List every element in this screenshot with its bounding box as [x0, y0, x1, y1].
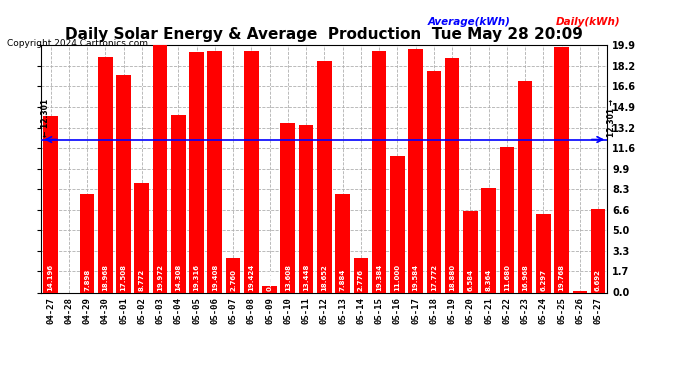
Bar — [116, 75, 131, 292]
Bar — [335, 195, 350, 292]
Text: 13.608: 13.608 — [285, 264, 290, 291]
Text: 18.880: 18.880 — [449, 264, 455, 291]
Text: 7.884: 7.884 — [339, 269, 346, 291]
Text: 6.297: 6.297 — [540, 269, 546, 291]
Bar — [536, 214, 551, 292]
Text: Daily(kWh): Daily(kWh) — [555, 17, 620, 27]
Text: 14.308: 14.308 — [175, 264, 181, 291]
Text: 8.364: 8.364 — [486, 269, 491, 291]
Bar — [171, 114, 186, 292]
Text: Average(kWh): Average(kWh) — [428, 17, 511, 27]
Text: 19.384: 19.384 — [376, 264, 382, 291]
Bar — [281, 123, 295, 292]
Text: 14.196: 14.196 — [48, 264, 54, 291]
Text: 19.768: 19.768 — [559, 264, 564, 291]
Text: 12.301 →: 12.301 → — [607, 99, 616, 137]
Bar — [135, 183, 149, 292]
Text: 19.424: 19.424 — [248, 264, 255, 291]
Text: 19.584: 19.584 — [413, 264, 419, 291]
Text: 13.448: 13.448 — [303, 264, 309, 291]
Bar — [317, 60, 332, 292]
Text: 0.512: 0.512 — [266, 269, 273, 291]
Text: 19.316: 19.316 — [193, 264, 199, 291]
Text: 2.776: 2.776 — [358, 269, 364, 291]
Bar — [80, 194, 95, 292]
Text: 19.972: 19.972 — [157, 264, 163, 291]
Bar — [299, 125, 313, 292]
Bar — [445, 58, 460, 292]
Text: ← 12.301: ← 12.301 — [41, 99, 50, 137]
Text: 17.508: 17.508 — [121, 264, 126, 291]
Text: 18.968: 18.968 — [102, 264, 108, 291]
Bar — [554, 46, 569, 292]
Text: Copyright 2024 Cartronics.com: Copyright 2024 Cartronics.com — [7, 39, 148, 48]
Text: 2.760: 2.760 — [230, 269, 236, 291]
Text: 19.408: 19.408 — [212, 264, 218, 291]
Bar — [208, 51, 222, 292]
Bar — [463, 211, 477, 292]
Bar — [372, 51, 386, 292]
Bar — [353, 258, 368, 292]
Bar — [426, 72, 441, 292]
Bar — [189, 52, 204, 292]
Bar — [244, 51, 259, 292]
Bar — [500, 147, 514, 292]
Bar — [518, 81, 533, 292]
Bar — [591, 209, 605, 292]
Text: 11.000: 11.000 — [394, 264, 400, 291]
Text: 8.772: 8.772 — [139, 269, 145, 291]
Text: 6.584: 6.584 — [467, 269, 473, 291]
Bar — [98, 57, 112, 292]
Title: Daily Solar Energy & Average  Production  Tue May 28 20:09: Daily Solar Energy & Average Production … — [66, 27, 583, 42]
Text: 18.652: 18.652 — [322, 264, 327, 291]
Bar — [408, 49, 423, 292]
Bar — [390, 156, 404, 292]
Text: 11.680: 11.680 — [504, 264, 510, 291]
Text: 16.968: 16.968 — [522, 264, 528, 291]
Bar — [573, 291, 587, 292]
Text: 6.692: 6.692 — [595, 269, 601, 291]
Bar — [226, 258, 240, 292]
Text: 7.898: 7.898 — [84, 269, 90, 291]
Bar — [481, 189, 496, 292]
Bar — [262, 286, 277, 292]
Text: 17.772: 17.772 — [431, 264, 437, 291]
Bar — [152, 44, 168, 292]
Bar — [43, 116, 58, 292]
